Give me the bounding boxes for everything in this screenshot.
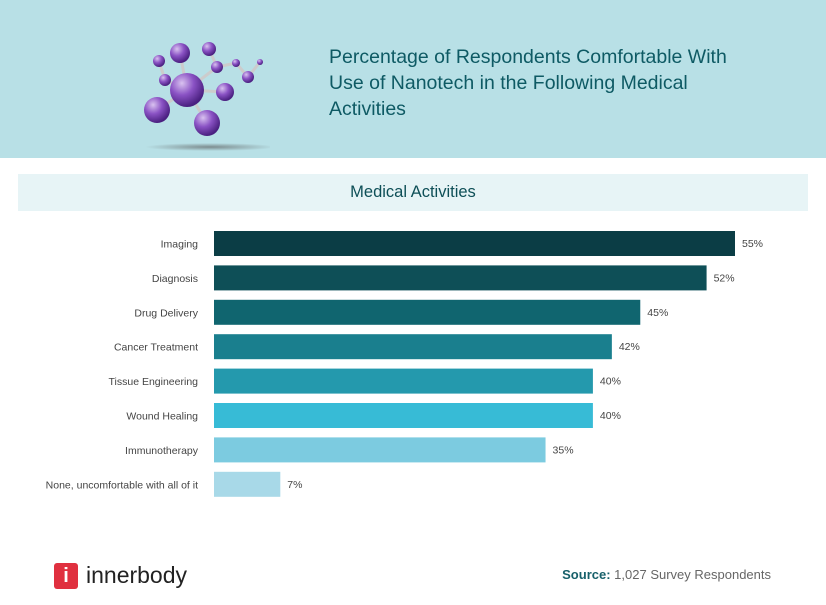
header-banner: Percentage of Respondents Comfortable Wi… xyxy=(0,0,826,158)
source-label: Source: xyxy=(562,567,611,582)
bar xyxy=(214,437,546,463)
category-label: Tissue Engineering xyxy=(109,376,199,388)
category-label: Cancer Treatment xyxy=(114,342,198,354)
molecule-icon xyxy=(144,42,270,151)
bar xyxy=(214,299,641,325)
data-label: 55% xyxy=(742,238,763,250)
bar xyxy=(214,471,281,497)
brand-name: innerbody xyxy=(86,562,188,588)
bar xyxy=(214,403,593,428)
source-note: Source: 1,027 Survey Respondents xyxy=(562,567,771,582)
bar-chart: Imaging 55% Diagnosis 52% Drug Delivery 45% Ca… xyxy=(46,231,763,497)
data-label: 52% xyxy=(714,272,735,284)
bar xyxy=(214,231,735,256)
bar xyxy=(214,334,612,360)
category-label: Drug Delivery xyxy=(134,307,198,319)
data-label: 40% xyxy=(600,410,621,422)
section-title: Medical Activities xyxy=(18,174,808,211)
data-label: 45% xyxy=(647,307,668,319)
source-text: 1,027 Survey Respondents xyxy=(614,567,771,582)
data-label: 7% xyxy=(287,479,302,491)
category-label: Wound Healing xyxy=(126,411,198,423)
category-label: Diagnosis xyxy=(152,273,198,285)
data-label: 42% xyxy=(619,341,640,353)
bar xyxy=(214,368,593,394)
innerbody-logo: i innerbody xyxy=(54,562,187,589)
logo-mark: i xyxy=(54,562,78,589)
category-label: Imaging xyxy=(161,239,199,251)
chart-title: Percentage of Respondents Comfortable Wi… xyxy=(329,46,727,120)
data-label: 35% xyxy=(553,444,574,456)
data-label: 40% xyxy=(600,376,621,388)
category-label: Immunotherapy xyxy=(125,445,199,457)
category-label: None, uncomfortable with all of it xyxy=(46,479,198,491)
bar xyxy=(214,265,707,291)
